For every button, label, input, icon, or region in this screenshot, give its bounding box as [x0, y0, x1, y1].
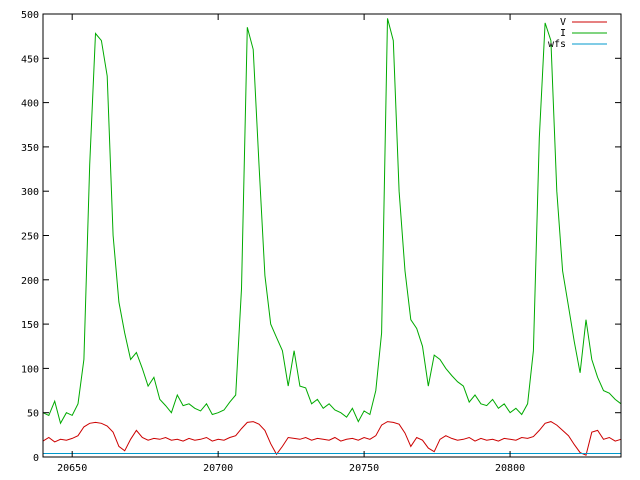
data-layer [42, 18, 622, 456]
plot-frame [42, 13, 622, 458]
series-line-V [42, 421, 622, 456]
y-tick-label: 450 [21, 54, 39, 65]
legend-label-wfs: wfs [548, 39, 566, 50]
y-tick-label: 350 [21, 143, 39, 154]
legend-label-V: V [560, 17, 566, 28]
x-tick-label: 20750 [349, 463, 379, 474]
y-tick-label: 300 [21, 187, 39, 198]
y-tick-label: 50 [27, 409, 39, 420]
series-line-I [42, 18, 622, 425]
axis-ticks: 0 50 100 150 200 250 300 350 400 450 500 20650 20700… [21, 10, 621, 474]
y-tick-label: 250 [21, 232, 39, 243]
y-tick-label: 0 [33, 453, 39, 464]
x-tick-label: 20650 [57, 463, 87, 474]
legend-label-I: I [560, 28, 566, 39]
y-tick-label: 100 [21, 364, 39, 375]
x-tick-label: 20700 [203, 463, 233, 474]
y-tick-label: 500 [21, 10, 39, 21]
x-tick-label: 20800 [495, 463, 525, 474]
y-tick-label: 200 [21, 276, 39, 287]
y-tick-label: 150 [21, 320, 39, 331]
y-tick-label: 400 [21, 99, 39, 110]
